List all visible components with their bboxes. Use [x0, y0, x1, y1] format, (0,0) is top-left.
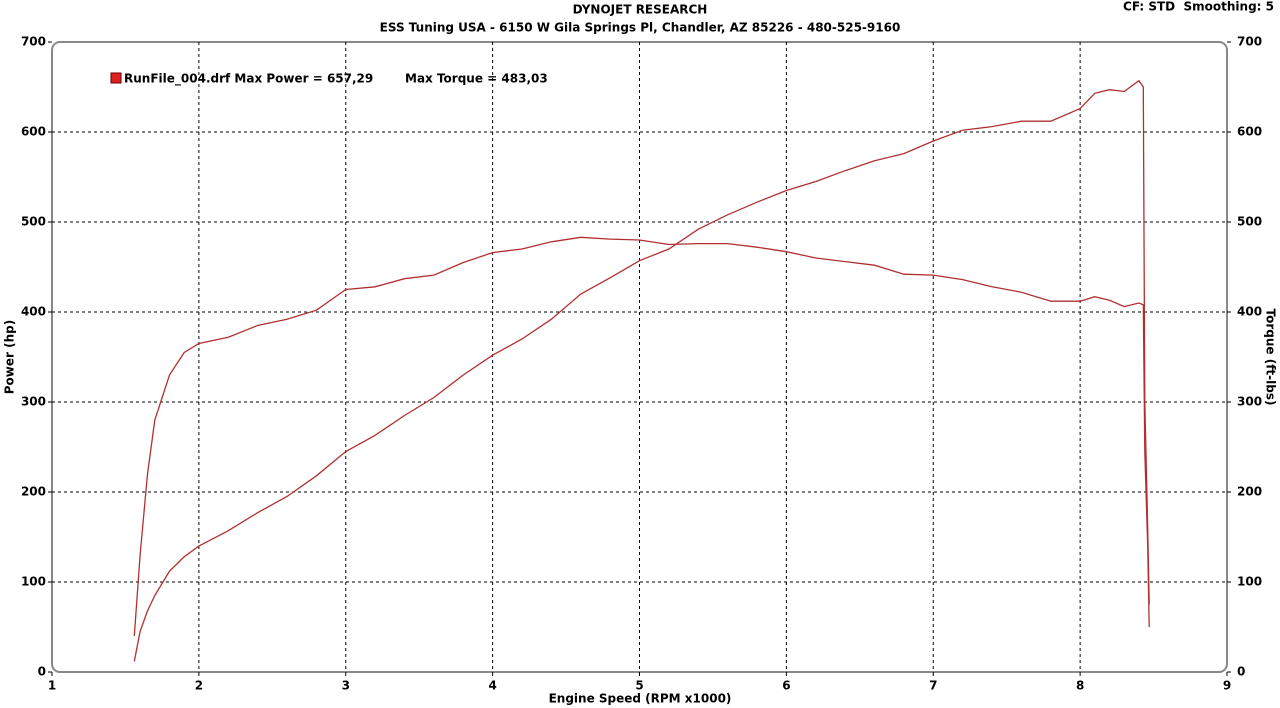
- chart-title: DYNOJET RESEARCH: [573, 3, 708, 17]
- y2-tick-label: 600: [1237, 125, 1262, 139]
- x-tick-label: 2: [195, 679, 203, 693]
- y-tick-label: 0: [38, 665, 46, 679]
- y-tick-label: 600: [21, 125, 46, 139]
- y2-tick-label: 700: [1237, 35, 1262, 49]
- y-tick-label: 300: [21, 395, 46, 409]
- x-tick-label: 8: [1076, 679, 1084, 693]
- chart-subtitle: ESS Tuning USA - 6150 W Gila Springs Pl,…: [380, 21, 901, 35]
- y2-tick-label: 400: [1237, 305, 1262, 319]
- series-line: [133, 79, 1150, 662]
- y2-tick-label: 100: [1237, 575, 1262, 589]
- settings-note: CF: STD Smoothing: 5: [1123, 0, 1274, 14]
- x-tick-label: 3: [342, 679, 350, 693]
- x-tick-label: 4: [488, 679, 496, 693]
- y-tick-label: 500: [21, 215, 46, 229]
- y-axis-title: Power (hp): [3, 320, 17, 394]
- x-tick-label: 6: [782, 679, 790, 693]
- series-line: [133, 236, 1150, 637]
- y-tick-label: 700: [21, 35, 46, 49]
- y2-tick-label: 200: [1237, 485, 1262, 499]
- y-tick-label: 400: [21, 305, 46, 319]
- legend-label: RunFile_004.drf Max Power = 657,29: [124, 72, 373, 87]
- legend-label: Max Torque = 483,03: [405, 72, 548, 86]
- x-tick-label: 1: [48, 679, 56, 693]
- x-axis-title: Engine Speed (RPM x1000): [549, 692, 732, 706]
- legend-swatch: [110, 72, 122, 84]
- x-tick-label: 9: [1223, 679, 1231, 693]
- y2-axis-title: Torque (ft-lbs): [1264, 309, 1278, 406]
- y2-tick-label: 500: [1237, 215, 1262, 229]
- y2-tick-label: 300: [1237, 395, 1262, 409]
- y-tick-label: 200: [21, 485, 46, 499]
- y2-tick-label: 0: [1237, 665, 1245, 679]
- x-tick-label: 7: [929, 679, 937, 693]
- y-tick-label: 100: [21, 575, 46, 589]
- x-tick-label: 5: [635, 679, 643, 693]
